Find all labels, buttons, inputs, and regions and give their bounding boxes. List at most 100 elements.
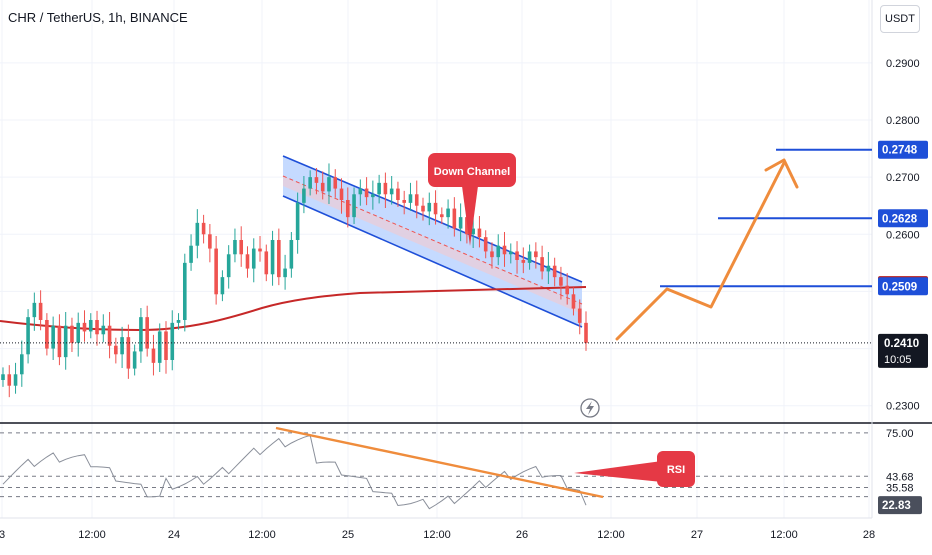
candle-body bbox=[314, 177, 319, 183]
candle bbox=[433, 190, 438, 225]
candle bbox=[164, 321, 168, 374]
candle-body bbox=[389, 188, 394, 195]
down-channel-callout[interactable]: Down Channel bbox=[428, 153, 516, 246]
callout-label: Down Channel bbox=[434, 166, 510, 178]
candle bbox=[251, 238, 256, 283]
rsi-callout-pointer bbox=[574, 461, 662, 482]
candle-body bbox=[421, 205, 425, 212]
projection-arrow bbox=[615, 161, 786, 341]
candle-body bbox=[452, 208, 457, 229]
candle bbox=[377, 174, 381, 204]
candle bbox=[95, 310, 99, 346]
candle bbox=[546, 252, 551, 284]
candle bbox=[577, 299, 582, 335]
time-tick-label: 12:00 bbox=[248, 529, 276, 541]
candle bbox=[26, 309, 30, 364]
candle-body bbox=[1, 374, 5, 380]
candle-body bbox=[490, 251, 494, 258]
candle-body bbox=[471, 228, 475, 235]
candle-body bbox=[51, 325, 55, 349]
candle-body bbox=[258, 248, 262, 252]
candle bbox=[57, 314, 62, 366]
candle bbox=[201, 214, 206, 244]
currency-button[interactable]: USDT bbox=[880, 5, 920, 33]
candle-body bbox=[70, 325, 74, 343]
target-label-3-bg bbox=[878, 277, 928, 296]
candle bbox=[132, 344, 137, 376]
candle bbox=[352, 187, 356, 224]
time-tick-label: 26 bbox=[516, 529, 528, 541]
candle bbox=[327, 163, 331, 204]
candle-body bbox=[132, 351, 137, 369]
candle-body bbox=[13, 374, 18, 386]
time-tick-label: 3 bbox=[0, 529, 5, 541]
time-tick-label: 25 bbox=[342, 529, 354, 541]
candle bbox=[70, 317, 74, 352]
candle-body bbox=[364, 188, 369, 198]
candle bbox=[245, 246, 250, 278]
candle-body bbox=[226, 254, 231, 278]
time-tick-label: 24 bbox=[168, 529, 180, 541]
candle-body bbox=[239, 240, 244, 255]
current-price-bg bbox=[878, 333, 928, 368]
rsi-callout[interactable]: RSI bbox=[574, 451, 695, 487]
candle-body bbox=[45, 320, 49, 349]
candle-body bbox=[408, 194, 413, 203]
candle bbox=[1, 367, 5, 387]
candle-body bbox=[377, 182, 381, 195]
candle bbox=[502, 232, 507, 267]
candle-body bbox=[333, 177, 338, 189]
candle-body bbox=[508, 251, 513, 255]
candle bbox=[345, 187, 350, 228]
candle bbox=[13, 362, 18, 394]
candle bbox=[157, 323, 162, 372]
candle-body bbox=[214, 248, 218, 295]
candle-body bbox=[32, 302, 37, 318]
candle-body bbox=[7, 374, 12, 386]
candle bbox=[114, 337, 118, 364]
candle-body bbox=[559, 277, 563, 286]
candle bbox=[76, 312, 81, 357]
candle bbox=[283, 254, 287, 290]
candle bbox=[320, 171, 325, 200]
candle bbox=[63, 312, 68, 370]
candle bbox=[496, 234, 501, 266]
channel-lower-line bbox=[282, 195, 583, 328]
candle bbox=[446, 199, 450, 229]
rsi-tick-label: 75.00 bbox=[886, 428, 914, 440]
candle-body bbox=[446, 208, 450, 218]
candle bbox=[195, 209, 200, 259]
candle bbox=[7, 365, 12, 398]
time-tick-label: 12:00 bbox=[770, 529, 798, 541]
candle bbox=[527, 244, 532, 270]
candle-body bbox=[433, 202, 438, 215]
candle bbox=[458, 203, 463, 242]
candle bbox=[471, 218, 475, 248]
flash-icon[interactable] bbox=[580, 398, 600, 418]
candle bbox=[182, 253, 187, 332]
candle-body bbox=[577, 308, 582, 323]
candle bbox=[233, 228, 237, 263]
flash-icon-bolt bbox=[586, 401, 594, 415]
candles bbox=[1, 163, 588, 398]
candle bbox=[584, 311, 588, 351]
candle-body bbox=[107, 325, 112, 346]
candle bbox=[151, 334, 156, 376]
candle-body bbox=[565, 285, 569, 295]
candle-body bbox=[502, 245, 507, 255]
candle-body bbox=[145, 317, 149, 349]
candle-body bbox=[88, 320, 93, 332]
candle-body bbox=[534, 251, 538, 258]
candle-body bbox=[345, 200, 350, 218]
candle bbox=[126, 324, 131, 379]
candle-body bbox=[208, 234, 212, 249]
projection-arrowhead bbox=[764, 158, 799, 189]
candle bbox=[402, 190, 407, 215]
candle bbox=[408, 182, 413, 211]
candle-body bbox=[201, 222, 206, 235]
callout-pointer bbox=[462, 186, 478, 246]
rsi-tick-label: 43.68 bbox=[886, 471, 914, 483]
candle bbox=[51, 316, 55, 360]
